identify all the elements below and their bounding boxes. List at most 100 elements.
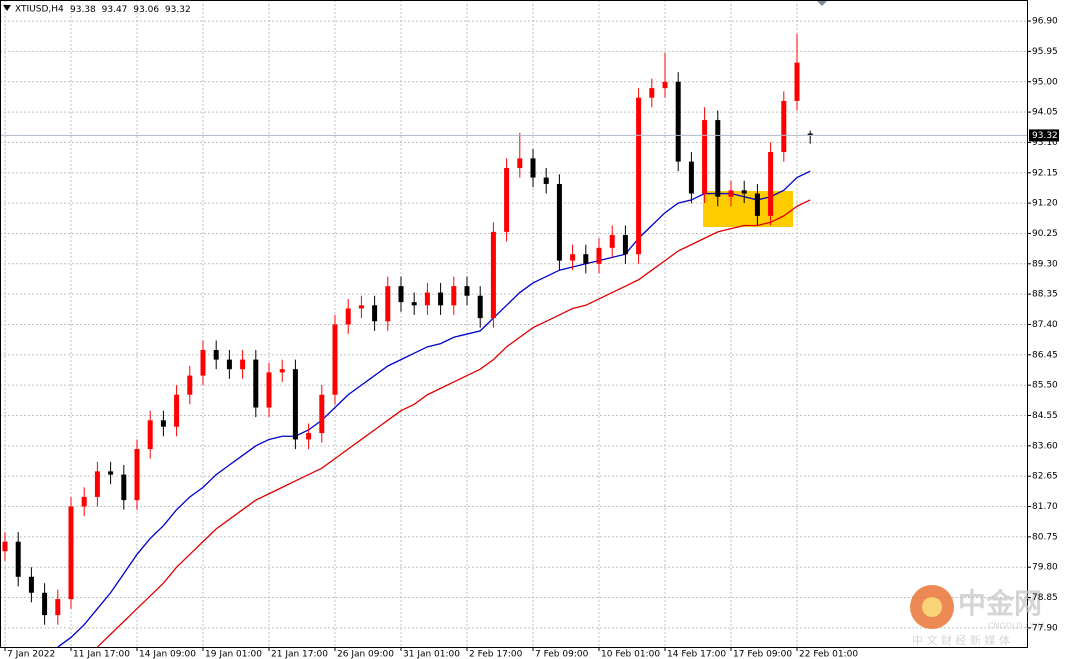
candle-body <box>292 369 298 440</box>
candle-body <box>160 420 166 427</box>
candle-body <box>675 81 681 162</box>
candle-body <box>134 449 140 501</box>
ohlc-header: 93.38 93.47 93.06 93.32 <box>70 5 191 15</box>
candle-body <box>108 471 114 475</box>
candle-body <box>583 254 589 264</box>
price-tag-label: 93.32 <box>1032 131 1058 141</box>
x-tick-label: 14 Feb 17:00 <box>667 650 726 659</box>
low: 93.06 <box>133 5 159 15</box>
candle-body <box>372 305 378 322</box>
candle-body <box>715 120 721 197</box>
scroll-marker <box>817 1 827 6</box>
candle-body <box>596 247 602 264</box>
y-tick-label: 89.30 <box>1032 259 1058 269</box>
y-tick-label: 90.25 <box>1032 229 1058 239</box>
plot <box>0 33 1028 648</box>
y-tick-label: 81.70 <box>1032 502 1058 512</box>
grid <box>0 0 1028 648</box>
candle-body <box>15 541 21 577</box>
candle-body <box>358 305 364 309</box>
candle-body <box>570 254 576 261</box>
candle-body <box>451 286 457 306</box>
candle-body <box>81 496 87 507</box>
candle-body <box>424 292 430 306</box>
x-tick-label: 22 Feb 01:00 <box>799 650 858 659</box>
candle-body <box>2 541 8 552</box>
y-tick-label: 88.35 <box>1032 290 1058 300</box>
x-tick-label: 7 Feb 09:00 <box>535 650 589 659</box>
candle-body <box>609 235 615 248</box>
candle-body <box>411 302 417 306</box>
candle-body <box>319 394 325 434</box>
candle-body <box>754 193 760 216</box>
candle-body <box>622 235 628 255</box>
candle-body <box>55 599 61 616</box>
y-tick-label: 94.05 <box>1032 108 1058 118</box>
watermark-tagline: 中 文 财 经 新 媒 体 <box>912 633 1010 647</box>
candle-body <box>438 292 444 306</box>
candle-body <box>147 420 153 450</box>
watermark-site: CNGOLD.COM <box>988 622 1044 631</box>
candle-body <box>702 120 708 194</box>
plot-border <box>0 0 1028 648</box>
watermark: 中金网 CNGOLD.COM 中 文 财 经 新 媒 体 <box>910 585 1044 647</box>
candle-body <box>504 167 510 232</box>
ma-line <box>57 170 811 648</box>
y-tick-label: 84.55 <box>1032 411 1058 421</box>
candle-body <box>253 359 259 408</box>
candle-body <box>464 286 470 296</box>
candle-body <box>556 183 562 261</box>
y-tick-label: 82.65 <box>1032 472 1058 482</box>
candle-body <box>279 369 285 373</box>
y-tick-label: 91.20 <box>1032 199 1058 209</box>
candle-body <box>306 433 312 440</box>
candle-body <box>636 97 642 255</box>
candle-body <box>68 506 74 600</box>
candle-body <box>121 474 127 501</box>
logo-inner <box>922 597 942 617</box>
y-tick-label: 96.90 <box>1032 17 1058 27</box>
x-tick-label: 31 Jan 01:00 <box>403 650 460 659</box>
x-tick-label: 26 Jan 09:00 <box>337 650 394 659</box>
candle-body <box>226 359 232 370</box>
x-tick-label: 7 Jan 2022 <box>7 650 55 659</box>
y-tick-label: 95.00 <box>1032 77 1058 87</box>
x-tick-label: 10 Feb 01:00 <box>601 650 660 659</box>
candle-body <box>240 359 246 370</box>
candle-body <box>490 231 496 319</box>
candle-body <box>94 471 100 497</box>
x-tick-label: 21 Jan 17:00 <box>271 650 328 659</box>
candle-body <box>781 100 787 153</box>
y-tick-label: 92.15 <box>1032 168 1058 178</box>
candle-body <box>213 350 219 360</box>
x-tick-label: 11 Jan 17:00 <box>73 650 130 659</box>
candle-body <box>688 161 694 194</box>
candle-body <box>174 394 180 427</box>
symbol: XTIUSD,H4 <box>15 5 64 15</box>
y-tick-label: 87.40 <box>1032 320 1058 330</box>
header-arrow <box>3 5 11 11</box>
candle-body <box>728 190 734 197</box>
candle-body <box>385 286 391 322</box>
candle-body <box>28 576 34 593</box>
x-tick-label: 17 Feb 09:00 <box>733 650 792 659</box>
x-tick-label: 19 Jan 01:00 <box>205 650 262 659</box>
watermark-name: 中金网 <box>958 587 1042 620</box>
candle-body <box>42 592 48 616</box>
y-tick-label: 95.95 <box>1032 47 1058 57</box>
candle-body <box>794 62 800 101</box>
open: 93.38 <box>70 5 96 15</box>
candle-body <box>200 350 206 376</box>
y-tick-label: 83.60 <box>1032 441 1058 451</box>
candle-body <box>187 375 193 395</box>
candle-body <box>398 286 404 303</box>
x-tick-label: 14 Jan 09:00 <box>139 650 196 659</box>
candle-body <box>332 324 338 395</box>
ma-line <box>96 199 811 648</box>
y-tick-label: 79.80 <box>1032 563 1058 573</box>
y-tick-label: 80.75 <box>1032 532 1058 542</box>
candle-body <box>543 177 549 184</box>
candle-body <box>345 308 351 325</box>
y-tick-label: 86.45 <box>1032 350 1058 360</box>
close: 93.32 <box>165 5 191 15</box>
